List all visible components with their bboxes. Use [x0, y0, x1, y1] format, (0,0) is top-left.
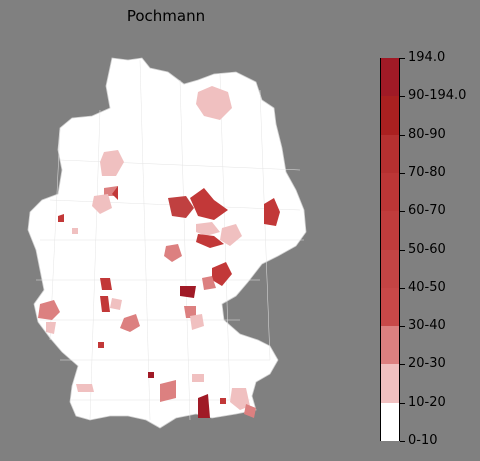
colorbar-tick-label: 80-90: [408, 126, 446, 142]
district-kassel: [100, 278, 112, 290]
district-leipzig: [196, 234, 224, 248]
district-hannover-area: [92, 194, 112, 214]
district-wuerzburg: [120, 314, 140, 332]
colorbar: [380, 57, 400, 441]
district-rosenheim: [230, 388, 250, 410]
colorbar-tick: [400, 287, 405, 289]
germany-outline: [27, 57, 307, 429]
district-munich: [198, 394, 210, 418]
colorbar-segment: [381, 402, 399, 441]
colorbar-segment: [381, 287, 399, 327]
district-niedersachsen-east: [112, 186, 118, 200]
district-passau: [220, 398, 226, 404]
district-cottbus: [264, 198, 280, 226]
district-rostock: [196, 86, 232, 120]
colorbar-tick-label: 90-194.0: [408, 88, 467, 104]
colorbar-tick: [400, 326, 405, 328]
colorbar-tick-label: 10-20: [408, 394, 446, 410]
map-title: Pochmann: [126, 7, 206, 25]
district-thuringia: [164, 244, 182, 262]
district-ulm: [160, 380, 176, 402]
colorbar-tick: [400, 96, 405, 98]
colorbar-tick-label: 50-60: [408, 241, 446, 257]
district-dessau: [196, 222, 220, 236]
colorbar-tick-label: 194.0: [408, 50, 446, 65]
colorbar-segment: [381, 325, 399, 365]
district-ingolstadt: [192, 374, 204, 382]
colorbar-segment: [381, 95, 399, 135]
colorbar-tick-label: 40-50: [408, 279, 446, 295]
district-karlsruhe: [98, 342, 104, 348]
district-freiburg: [76, 384, 94, 392]
district-duisburg: [58, 214, 64, 222]
colorbar-segment: [381, 249, 399, 288]
colorbar-tick-label: 60-70: [408, 203, 446, 219]
highlighted-districts: [38, 86, 280, 418]
colorbar-tick-label: 20-30: [408, 356, 446, 372]
district-nuremberg: [184, 306, 196, 318]
colorbar-tick: [400, 58, 405, 59]
district-magdeburg: [168, 196, 194, 218]
colorbar-segment: [381, 210, 399, 250]
germany-map: [27, 57, 307, 429]
district-wiesbaden: [110, 298, 122, 310]
district-frankfurt: [100, 296, 110, 312]
district-saarland: [38, 300, 60, 320]
district-fulda: [180, 286, 196, 298]
district-berlin-west: [190, 188, 228, 220]
colorbar-tick: [400, 441, 405, 442]
district-stuttgart: [148, 372, 154, 378]
district-erlangen: [190, 314, 204, 330]
district-dortmund: [72, 228, 78, 234]
colorbar-tick: [400, 172, 405, 174]
colorbar-tick: [400, 249, 405, 251]
colorbar-segment: [381, 172, 399, 212]
colorbar-tick: [400, 211, 405, 213]
district-hamburg-area: [100, 150, 124, 176]
district-zwickau: [202, 276, 216, 290]
colorbar-tick: [400, 364, 405, 366]
colorbar-tick: [400, 402, 405, 404]
colorbar-segment: [381, 57, 399, 97]
district-dresden: [220, 224, 242, 246]
colorbar-tick-label: 70-80: [408, 164, 446, 180]
colorbar-tick: [400, 134, 405, 136]
colorbar-segment: [381, 134, 399, 173]
colorbar-segment: [381, 363, 399, 403]
colorbar-tick-label: 0-10: [408, 433, 438, 448]
district-chemnitz: [212, 262, 232, 286]
district-saar-south: [46, 322, 56, 334]
district-berchtesgaden: [244, 404, 256, 418]
colorbar-tick-label: 30-40: [408, 318, 446, 334]
